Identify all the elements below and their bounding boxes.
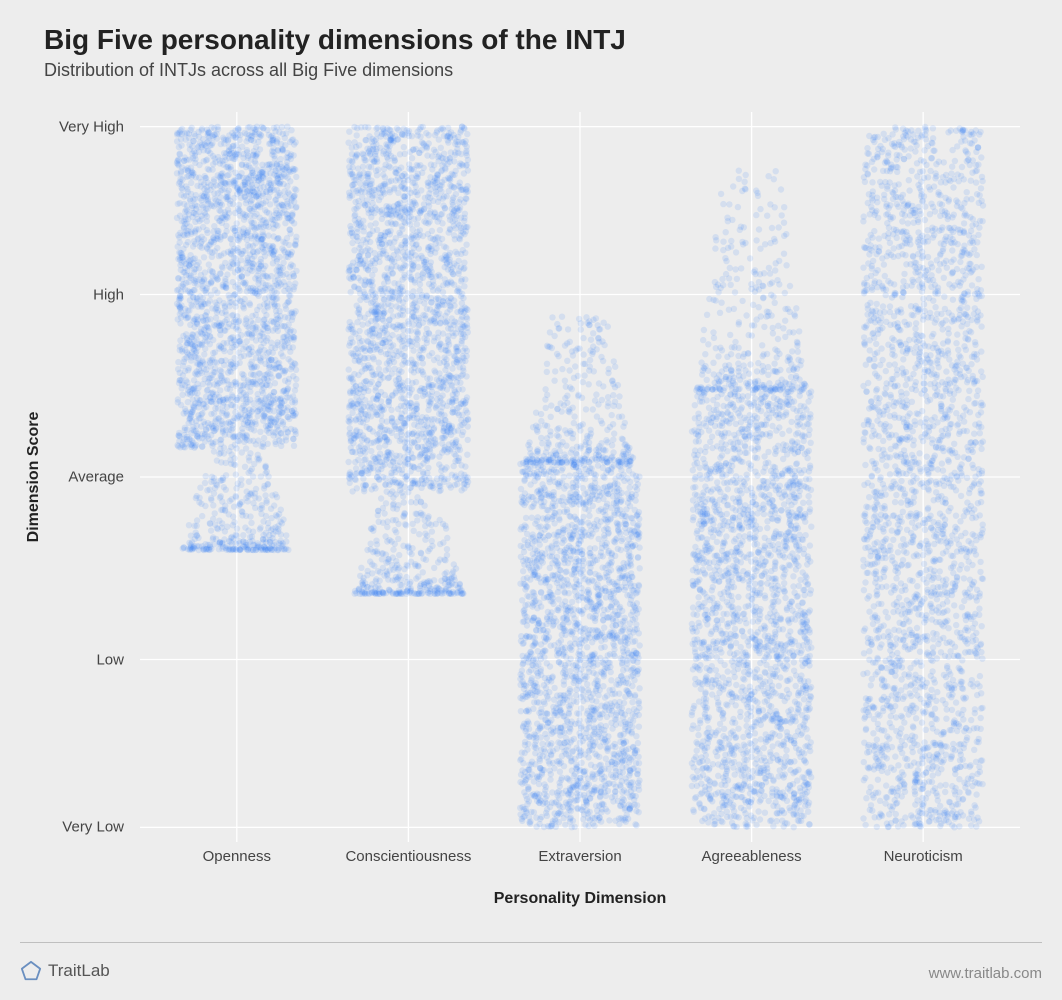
x-tick-label: Openness [203,848,271,865]
x-tick-label: Conscientiousness [345,848,471,865]
series-openness [174,124,300,554]
brand-name: TraitLab [48,961,110,981]
x-tick-label: Agreeableness [702,848,802,865]
site-url: www.traitlab.com [929,965,1042,982]
series-conscientiousness [345,124,471,598]
chart-footer: TraitLab www.traitlab.com [20,942,1042,982]
y-tick-label: Average [68,469,124,486]
chart-title: Big Five personality dimensions of the I… [44,24,1042,56]
chart-container: Big Five personality dimensions of the I… [0,0,1062,1000]
x-tick-label: Neuroticism [884,848,963,865]
pentagon-icon [20,960,42,982]
chart-subtitle: Distribution of INTJs across all Big Fiv… [44,60,1042,81]
y-axis-labels: Very Low Low Average High Very High [0,112,134,842]
x-axis-title: Personality Dimension [494,890,667,908]
x-axis-labels: Openness Conscientiousness Extraversion Agr… [140,848,1020,876]
plot-svg [140,112,1020,842]
y-tick-label: Low [96,651,124,668]
brand-logo: TraitLab [20,960,110,982]
y-tick-label: Very High [59,118,124,135]
plot-region [140,112,1020,842]
y-tick-label: Very Low [62,819,124,836]
x-tick-label: Extraversion [538,848,621,865]
y-tick-label: High [93,286,124,303]
